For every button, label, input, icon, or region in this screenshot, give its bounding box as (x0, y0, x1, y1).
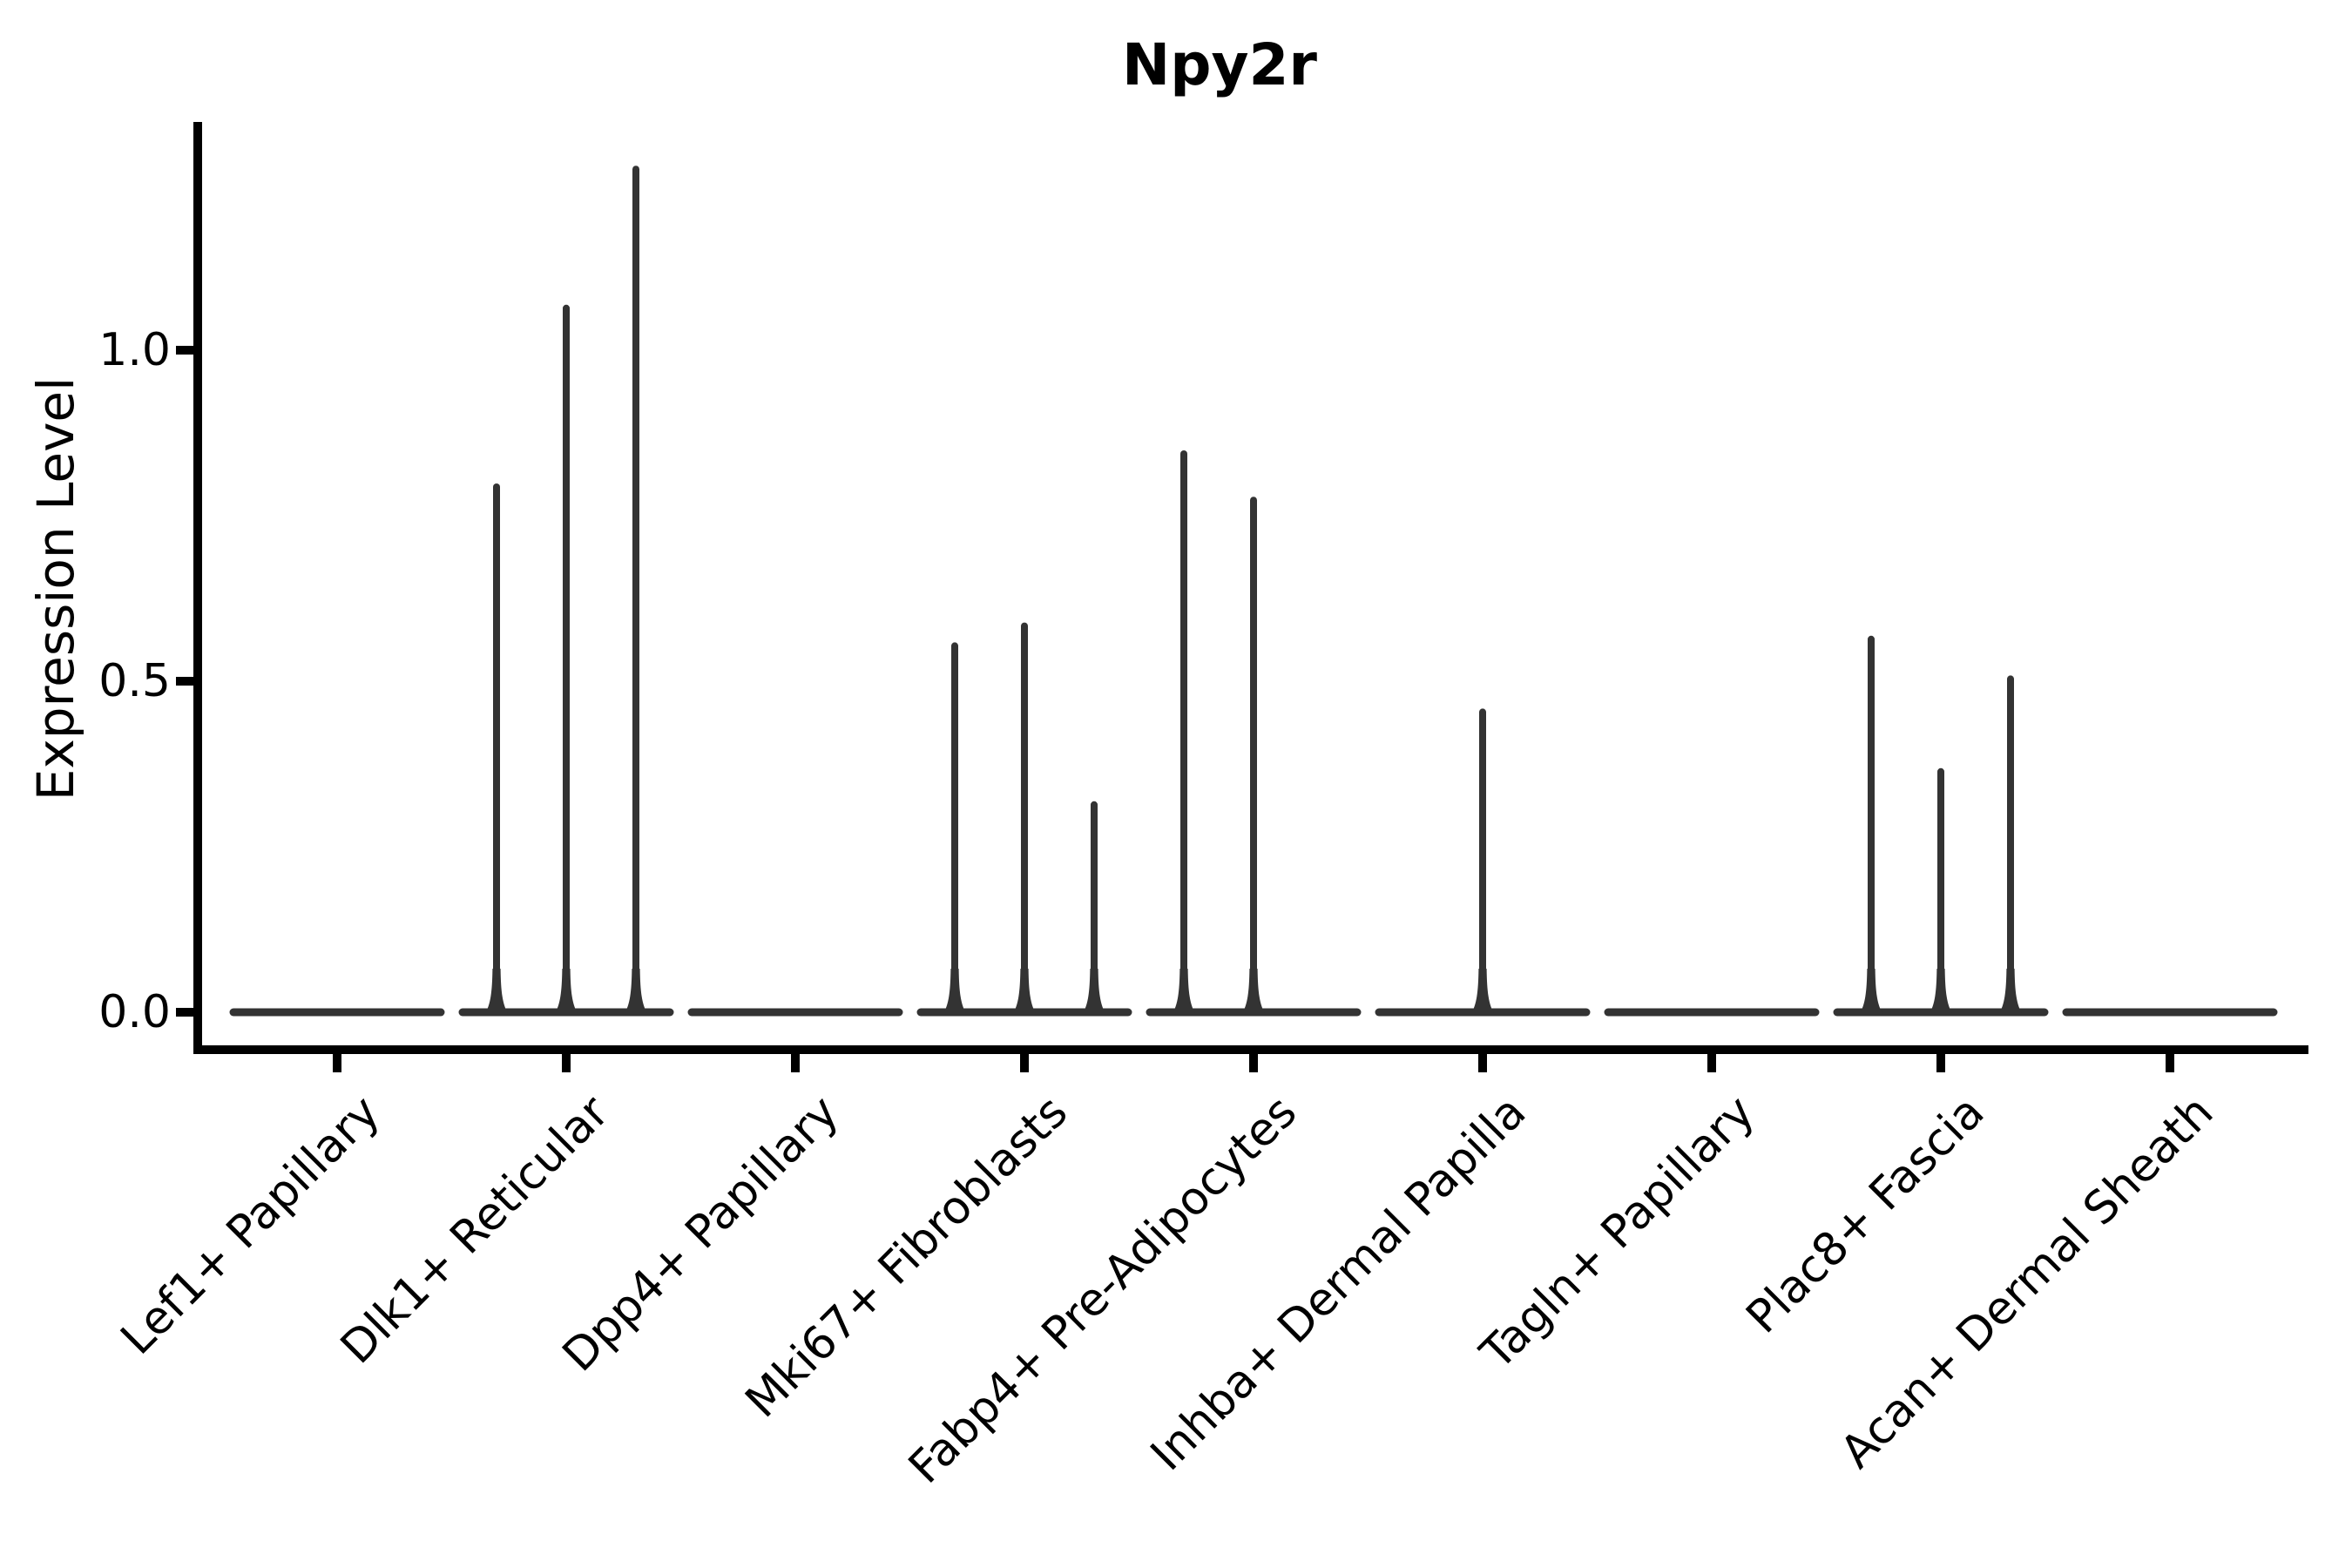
plot-title: Npy2r (1122, 31, 1317, 98)
violin-spike-foot (484, 969, 509, 1015)
violin-spike-foot (1859, 969, 1883, 1015)
y-tick-label: 0.0 (98, 986, 171, 1038)
violin-spike-foot (1082, 969, 1106, 1015)
violin-spike-foot (1172, 969, 1196, 1015)
violin-spike-foot (1998, 969, 2023, 1015)
violin-spike-foot (624, 969, 648, 1015)
y-tick-label: 1.0 (98, 324, 171, 376)
violin-spike-foot (1012, 969, 1037, 1015)
violin-spike-foot (554, 969, 578, 1015)
y-tick-label: 0.5 (98, 655, 171, 707)
violin-spike-foot (943, 969, 967, 1015)
violin-spike-foot (1929, 969, 1953, 1015)
violin-spike-foot (1470, 969, 1495, 1015)
violin-spike-foot (1241, 969, 1266, 1015)
